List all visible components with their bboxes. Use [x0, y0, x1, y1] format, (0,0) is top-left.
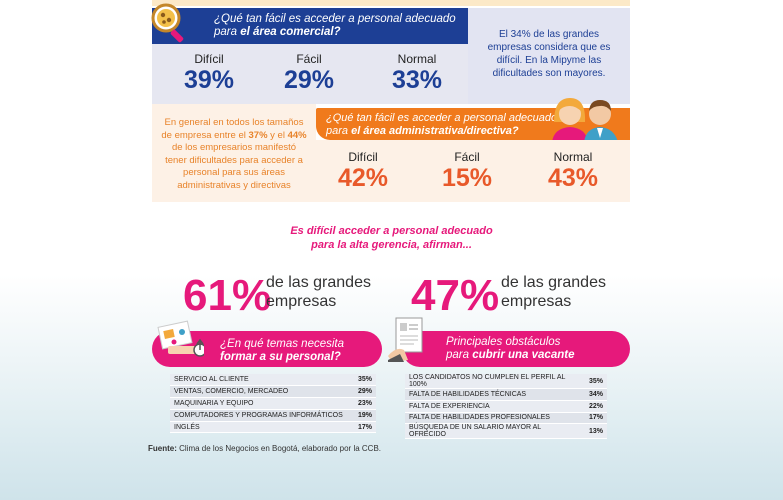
table-row: LOS CANDIDATOS NO CUMPLEN EL PERFIL AL 1…	[405, 374, 607, 389]
q2-stat-easy: Fácil 15%	[432, 150, 502, 192]
headline: Es difícil acceder a personal adecuado p…	[200, 224, 583, 252]
stat-value: 42%	[337, 164, 389, 192]
q1-stat-easy: Fácil 29%	[274, 52, 344, 94]
q2-stat-normal: Normal 43%	[538, 150, 608, 192]
q1-question-prefix: para	[214, 26, 241, 38]
headline-line1: Es difícil acceder a personal adecuado	[290, 225, 493, 237]
training-board-icon	[157, 320, 204, 357]
q2-question-line2: para el área administrativa/directiva?	[326, 125, 630, 138]
row-label: LOS CANDIDATOS NO CUMPLEN EL PERFIL AL 1…	[405, 374, 581, 389]
row-value: 22%	[581, 400, 607, 413]
big-stat-text-line1: de las grandes	[266, 274, 371, 291]
row-value: 13%	[581, 423, 607, 440]
table-row: FALTA DE EXPERIENCIA 22%	[405, 400, 607, 413]
stat-value: 29%	[283, 66, 335, 94]
stat-value: 43%	[547, 164, 599, 192]
table-row: SERVICIO AL CLIENTE 35%	[170, 374, 376, 387]
table-row: COMPUTADORES Y PROGRAMAS INFORMÁTICOS 19%	[170, 409, 376, 422]
source-note: Fuente: Clima de los Negocios en Bogotá,…	[148, 444, 381, 453]
q2-question-bold: el área administrativa/directiva?	[351, 124, 519, 137]
stat-value: 15%	[441, 164, 493, 192]
obstacles-title-line2: para cubrir una vacante	[446, 349, 630, 362]
obstacles-title: Principales obstáculos para cubrir una v…	[402, 331, 630, 362]
stat-label: Normal	[397, 52, 437, 66]
source-label: Fuente:	[148, 444, 177, 453]
large-companies-note: El 34% de las grandes empresas considera…	[468, 8, 630, 104]
table-row: BÚSQUEDA DE UN SALARIO MAYOR AL OFRECIDO…	[405, 423, 607, 440]
q1-question-line1: ¿Qué tan fácil es acceder a personal ade…	[214, 13, 456, 25]
training-title: ¿En qué temas necesita formar a su perso…	[152, 331, 382, 364]
row-value: 17%	[350, 421, 376, 434]
big-stat-value: 61%	[183, 271, 272, 320]
row-label: MAQUINARIA Y EQUIPO	[170, 397, 350, 410]
big-stat-value: 47%	[411, 271, 500, 320]
source-text: Clima de los Negocios en Bogotá, elabora…	[176, 444, 382, 453]
q2-question-banner: ¿Qué tan fácil es acceder a personal ade…	[316, 108, 630, 140]
note-text: y el	[267, 129, 288, 141]
big-stat-2: 47%	[411, 274, 499, 318]
big-stat-2-text: de las grandes empresas	[501, 273, 606, 311]
stat-label: Difícil	[194, 52, 224, 66]
note-text: de los empresarios manifestó tener dific…	[165, 142, 303, 191]
q1-question-bold: el área comercial?	[240, 26, 341, 38]
big-stat-1: 61%	[183, 274, 271, 318]
q2-question-prefix: para	[326, 124, 352, 137]
training-title-line2: formar a su personal?	[220, 351, 341, 363]
stat-value: 33%	[391, 66, 443, 94]
big-stat-1-text: de las grandes empresas	[266, 273, 371, 311]
note-text: En general en todos los tamaños de empre…	[161, 117, 304, 141]
row-value: 35%	[581, 374, 607, 389]
big-stat-text-line2: empresas	[266, 293, 337, 310]
obstacles-title-line1: Principales obstáculos	[446, 336, 561, 348]
q2-stats-panel: Difícil 42% Fácil 15% Normal 43%	[316, 140, 630, 202]
resume-document-icon	[388, 317, 423, 362]
table-row: MAQUINARIA Y EQUIPO 23%	[170, 397, 376, 410]
q1-stat-difficult: Difícil 39%	[174, 52, 244, 94]
training-title-line1: ¿En qué temas necesita	[220, 338, 345, 350]
note-bold: 44%	[287, 129, 307, 141]
q2-stat-difficult: Difícil 42%	[328, 150, 398, 192]
row-label: FALTA DE HABILIDADES PROFESIONALES	[405, 412, 581, 425]
big-stat-text-line1: de las grandes	[501, 274, 606, 291]
stat-label: Fácil	[454, 150, 480, 164]
q1-question-line2: para el área comercial?	[214, 26, 468, 39]
training-table: SERVICIO AL CLIENTE 35% VENTAS, COMERCIO,…	[170, 374, 376, 434]
row-label: SERVICIO AL CLIENTE	[170, 374, 350, 387]
obstacles-table: LOS CANDIDATOS NO CUMPLEN EL PERFIL AL 1…	[405, 374, 607, 440]
people-icon	[552, 98, 618, 142]
top-decor-strip	[152, 0, 630, 6]
row-value: 17%	[581, 412, 607, 425]
table-row: FALTA DE HABILIDADES PROFESIONALES 17%	[405, 412, 607, 425]
q1-stat-normal: Normal 33%	[382, 52, 452, 94]
q1-stats-panel: Difícil 39% Fácil 29% Normal 33%	[152, 44, 468, 104]
row-label: FALTA DE EXPERIENCIA	[405, 400, 581, 413]
q2-question-line1: ¿Qué tan fácil es acceder a personal ade…	[326, 112, 558, 124]
row-value: 19%	[350, 409, 376, 422]
table-row: INGLÉS 17%	[170, 421, 376, 434]
headline-line2: para la alta gerencia, afirman...	[311, 239, 472, 251]
row-label: BÚSQUEDA DE UN SALARIO MAYOR AL OFRECIDO	[405, 423, 581, 440]
magnifier-icon	[151, 3, 184, 43]
table-row: VENTAS, COMERCIO, MERCADEO 29%	[170, 385, 376, 399]
row-value: 29%	[350, 385, 376, 399]
row-label: FALTA DE HABILIDADES TÉCNICAS	[405, 388, 581, 401]
row-value: 35%	[350, 374, 376, 387]
row-label: INGLÉS	[170, 421, 350, 434]
table-row: FALTA DE HABILIDADES TÉCNICAS 34%	[405, 388, 607, 401]
stat-value: 39%	[183, 66, 235, 94]
obstacles-banner: Principales obstáculos para cubrir una v…	[402, 331, 630, 367]
row-label: COMPUTADORES Y PROGRAMAS INFORMÁTICOS	[170, 409, 350, 422]
row-value: 23%	[350, 397, 376, 410]
general-note: En general en todos los tamaños de empre…	[152, 104, 316, 202]
obstacles-title-prefix: para	[446, 349, 473, 361]
obstacles-title-bold: cubrir una vacante	[472, 349, 575, 361]
row-value: 34%	[581, 388, 607, 401]
q1-question-banner: ¿Qué tan fácil es acceder a personal ade…	[152, 8, 468, 44]
big-stat-text-line2: empresas	[501, 293, 572, 310]
row-label: VENTAS, COMERCIO, MERCADEO	[170, 385, 350, 399]
stat-label: Normal	[553, 150, 593, 164]
note-bold: 37%	[248, 129, 268, 141]
stat-label: Fácil	[296, 52, 322, 66]
stat-label: Difícil	[348, 150, 378, 164]
